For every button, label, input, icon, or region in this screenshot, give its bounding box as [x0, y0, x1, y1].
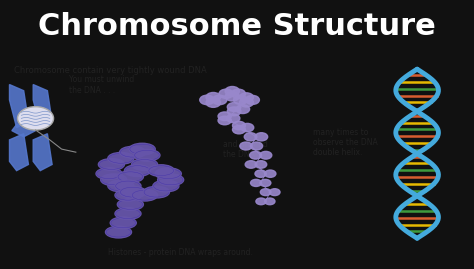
Circle shape: [239, 93, 254, 102]
Ellipse shape: [106, 226, 132, 238]
Text: You must unwind
the DNA . . .: You must unwind the DNA . . .: [69, 75, 134, 95]
Text: Chromosome contain very tightly wound DNA: Chromosome contain very tightly wound DN…: [14, 66, 207, 75]
Ellipse shape: [108, 180, 134, 192]
Polygon shape: [9, 134, 28, 171]
Circle shape: [244, 133, 257, 141]
Circle shape: [225, 92, 239, 101]
Circle shape: [233, 121, 246, 130]
Ellipse shape: [118, 199, 143, 210]
Ellipse shape: [96, 168, 122, 179]
Circle shape: [200, 95, 214, 105]
Ellipse shape: [99, 159, 124, 170]
Circle shape: [250, 151, 262, 159]
Circle shape: [218, 116, 231, 125]
Circle shape: [212, 95, 227, 105]
Circle shape: [234, 95, 247, 104]
Circle shape: [240, 142, 252, 150]
Circle shape: [239, 98, 254, 107]
Ellipse shape: [108, 153, 134, 164]
Circle shape: [251, 179, 262, 186]
Polygon shape: [12, 125, 36, 137]
Circle shape: [231, 89, 246, 98]
Circle shape: [264, 170, 276, 177]
Circle shape: [206, 93, 220, 102]
Circle shape: [206, 98, 220, 107]
Ellipse shape: [134, 149, 160, 161]
Ellipse shape: [124, 165, 151, 176]
Text: Chromosome Structure: Chromosome Structure: [38, 12, 436, 41]
Ellipse shape: [153, 180, 179, 192]
Ellipse shape: [115, 208, 141, 220]
Circle shape: [269, 189, 280, 196]
Circle shape: [236, 105, 250, 114]
Circle shape: [255, 161, 267, 168]
Circle shape: [260, 151, 272, 159]
Circle shape: [228, 102, 241, 111]
Ellipse shape: [157, 174, 184, 186]
Circle shape: [232, 125, 246, 134]
Ellipse shape: [119, 186, 146, 198]
Polygon shape: [9, 84, 28, 128]
Circle shape: [260, 189, 271, 196]
Polygon shape: [33, 84, 52, 128]
Text: Histones - protein DNA wraps around.: Histones - protein DNA wraps around.: [108, 248, 253, 257]
Circle shape: [218, 112, 231, 121]
Circle shape: [260, 179, 271, 186]
Circle shape: [219, 89, 233, 98]
Circle shape: [264, 198, 275, 205]
Ellipse shape: [118, 171, 143, 183]
Circle shape: [256, 198, 266, 205]
Circle shape: [245, 161, 257, 168]
Circle shape: [255, 133, 268, 141]
Circle shape: [241, 123, 254, 132]
Ellipse shape: [132, 189, 157, 201]
Ellipse shape: [132, 159, 157, 170]
Circle shape: [255, 170, 266, 177]
Ellipse shape: [155, 168, 181, 179]
Circle shape: [227, 114, 240, 123]
Ellipse shape: [100, 174, 127, 186]
Circle shape: [225, 87, 239, 96]
Circle shape: [18, 107, 54, 130]
Ellipse shape: [119, 146, 146, 158]
Circle shape: [246, 95, 259, 104]
Ellipse shape: [143, 186, 170, 198]
Ellipse shape: [110, 217, 137, 229]
Ellipse shape: [129, 143, 155, 155]
Text: many times to
observe the DNA
double helix.: many times to observe the DNA double hel…: [313, 128, 378, 157]
Circle shape: [250, 142, 263, 150]
Ellipse shape: [115, 189, 141, 201]
Ellipse shape: [115, 180, 141, 192]
Text: and unwind
the DNA . . .: and unwind the DNA . . .: [223, 140, 269, 159]
Polygon shape: [33, 134, 52, 171]
Circle shape: [228, 107, 241, 116]
Ellipse shape: [148, 165, 174, 176]
